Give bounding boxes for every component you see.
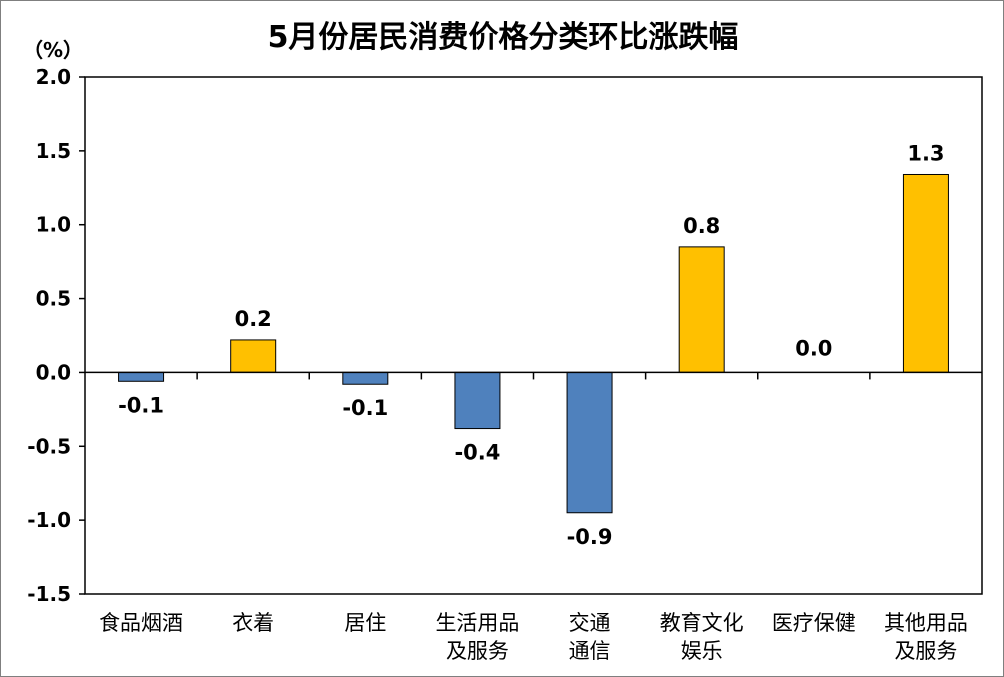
x-tick-label: 医疗保健 <box>772 611 856 635</box>
x-tick-label: 通信 <box>569 639 611 663</box>
bar <box>118 371 165 382</box>
y-tick-label: 1.5 <box>36 139 71 163</box>
data-label: 0.8 <box>683 214 720 238</box>
y-tick-label: 0.0 <box>36 360 71 384</box>
y-tick-label: -1.5 <box>27 582 71 606</box>
unit-label: （%） <box>23 38 83 62</box>
x-tick-label: 及服务 <box>894 639 957 663</box>
data-label: 0.0 <box>795 336 832 360</box>
y-tick-label: -1.0 <box>27 508 71 532</box>
plot-area: 2.0 1.5 1.0 0.5 0.0 -0.5 -1.0 -1.5 -0.1 0.2 -0.1 -0… <box>27 65 983 663</box>
bar <box>454 371 501 430</box>
data-label: 1.3 <box>907 141 944 165</box>
y-tick-label: -0.5 <box>27 434 71 458</box>
data-label: -0.1 <box>342 396 388 420</box>
x-tick-label: 娱乐 <box>681 639 723 663</box>
plot-border <box>84 76 983 595</box>
x-tick-label: 居住 <box>344 611 386 635</box>
x-tick-label: 衣着 <box>232 611 274 635</box>
x-tick-label: 食品烟酒 <box>99 611 183 635</box>
chart-title: 5月份居民消费价格分类环比涨跌幅 <box>268 20 739 55</box>
bar <box>678 246 725 373</box>
bar <box>902 173 949 373</box>
bar <box>566 371 613 514</box>
x-tick-label: 交通 <box>569 611 611 635</box>
bar <box>342 371 389 385</box>
y-tick-label: 2.0 <box>36 65 71 89</box>
x-tick-label: 及服务 <box>446 639 509 663</box>
data-label: -0.1 <box>118 393 164 417</box>
data-label: 0.2 <box>235 307 272 331</box>
y-tick-label: 1.0 <box>36 213 71 237</box>
data-label: -0.4 <box>454 441 500 465</box>
x-tick-label: 教育文化 <box>660 611 744 635</box>
x-tick-label: 生活用品 <box>435 611 519 635</box>
bar <box>230 339 277 373</box>
data-label: -0.9 <box>567 525 613 549</box>
y-tick-label: 0.5 <box>36 287 71 311</box>
x-tick-label: 其他用品 <box>884 611 968 635</box>
